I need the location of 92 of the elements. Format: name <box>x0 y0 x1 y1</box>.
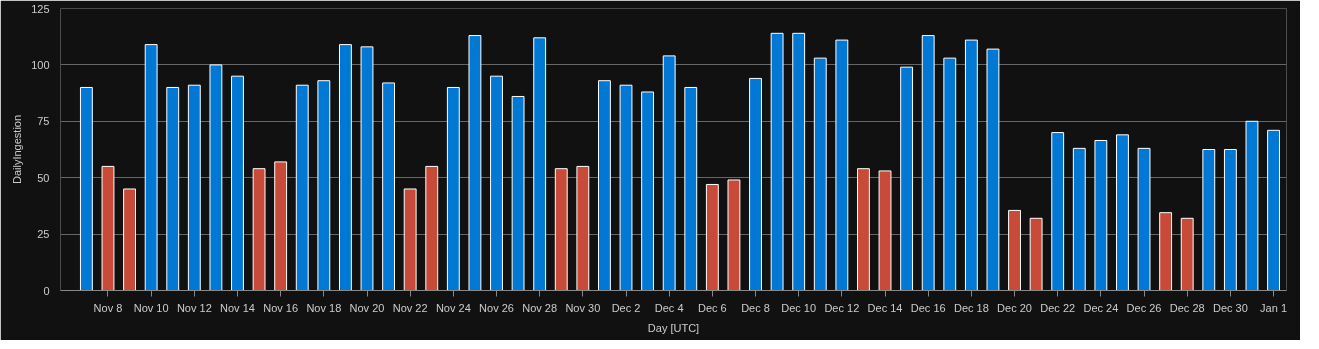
bar <box>1223 149 1237 291</box>
x-tick-label: Nov 28 <box>522 301 558 314</box>
bar <box>1051 132 1065 291</box>
bar <box>921 35 935 291</box>
y-axis-title: DailyIngestion <box>11 114 24 185</box>
x-tick-label: Dec 16 <box>910 301 946 314</box>
x-tick-label: Dec 30 <box>1212 301 1248 314</box>
y-tick-label: 25 <box>37 228 50 241</box>
bar <box>727 179 741 291</box>
bar <box>166 86 180 291</box>
x-tick-label: Dec 10 <box>781 301 817 314</box>
bar <box>878 170 892 291</box>
bar <box>187 84 201 291</box>
y-tick-label: 75 <box>37 115 50 128</box>
bar <box>1008 209 1021 291</box>
x-tick-label: Dec 18 <box>953 301 989 314</box>
bar <box>123 188 137 291</box>
bar <box>770 32 784 291</box>
bar <box>619 84 633 291</box>
bar <box>900 66 914 291</box>
x-tick-label: Dec 14 <box>867 301 903 314</box>
bar <box>1072 147 1086 291</box>
bar <box>813 57 827 291</box>
x-tick-label: Nov 14 <box>220 301 255 314</box>
x-tick-label: Nov 26 <box>479 301 514 314</box>
x-tick-label: Nov 12 <box>176 301 212 314</box>
bar <box>1094 139 1108 291</box>
y-tick-label: 125 <box>31 2 50 15</box>
x-tick-label: Nov 18 <box>306 301 342 314</box>
x-tick-label: Dec 8 <box>741 301 770 314</box>
x-tick-label: Dec 6 <box>697 301 727 314</box>
y-tick-label: 0 <box>43 284 50 297</box>
bar <box>252 168 266 291</box>
bar <box>79 86 93 291</box>
bar <box>641 91 655 291</box>
bar <box>425 165 439 291</box>
bar <box>1137 147 1151 291</box>
bar <box>533 37 547 291</box>
x-tick-label: Nov 22 <box>392 301 428 314</box>
bar <box>446 86 460 291</box>
x-tick-label: Nov 16 <box>263 301 299 314</box>
x-tick-label: Nov 8 <box>93 301 123 314</box>
bar <box>1245 120 1259 291</box>
x-tick-label: Dec 26 <box>1126 301 1162 314</box>
bar <box>1267 129 1280 291</box>
bar <box>274 161 288 291</box>
bar <box>1159 212 1173 291</box>
x-tick-label: Dec 12 <box>824 301 860 314</box>
bar <box>511 95 525 291</box>
x-tick-label: Dec 24 <box>1083 301 1119 314</box>
bar <box>943 57 957 291</box>
bar <box>317 80 331 291</box>
x-tick-label: Jan 1 <box>1260 301 1288 314</box>
bar <box>662 55 676 291</box>
bar <box>360 46 374 291</box>
bar <box>338 44 352 291</box>
bar <box>597 80 611 291</box>
bar <box>144 44 158 291</box>
bar <box>1202 149 1216 291</box>
bar <box>705 183 719 291</box>
bar <box>403 188 417 291</box>
bar <box>382 82 396 291</box>
x-tick-label: Nov 24 <box>435 301 471 314</box>
x-tick-label: Dec 28 <box>1169 301 1205 314</box>
bar <box>986 48 1000 291</box>
bar <box>857 168 870 291</box>
bar <box>576 165 590 291</box>
bar <box>295 84 309 291</box>
bar <box>684 86 698 291</box>
x-tick-label: Dec 20 <box>997 301 1032 314</box>
x-tick-label: Dec 4 <box>654 301 684 314</box>
x-tick-label: Nov 10 <box>133 301 169 314</box>
x-tick-label: Dec 2 <box>611 301 641 314</box>
bar <box>1180 217 1194 291</box>
bar <box>209 64 223 291</box>
bar <box>231 75 244 291</box>
bar <box>749 77 762 291</box>
x-tick-label: Nov 30 <box>565 301 601 314</box>
bar <box>1029 217 1043 291</box>
x-tick-label: Nov 20 <box>349 301 385 314</box>
bar <box>792 32 806 291</box>
x-axis-title: Day [UTC] <box>647 321 700 334</box>
bar <box>101 165 115 291</box>
x-tick-label: Dec 22 <box>1040 301 1076 314</box>
y-tick-label: 100 <box>31 58 50 71</box>
bar <box>1116 134 1129 291</box>
y-tick-label: 50 <box>37 171 50 184</box>
bar <box>835 39 849 291</box>
bar <box>490 75 503 291</box>
bar <box>468 35 482 291</box>
bar <box>964 39 978 291</box>
bar <box>554 168 568 291</box>
